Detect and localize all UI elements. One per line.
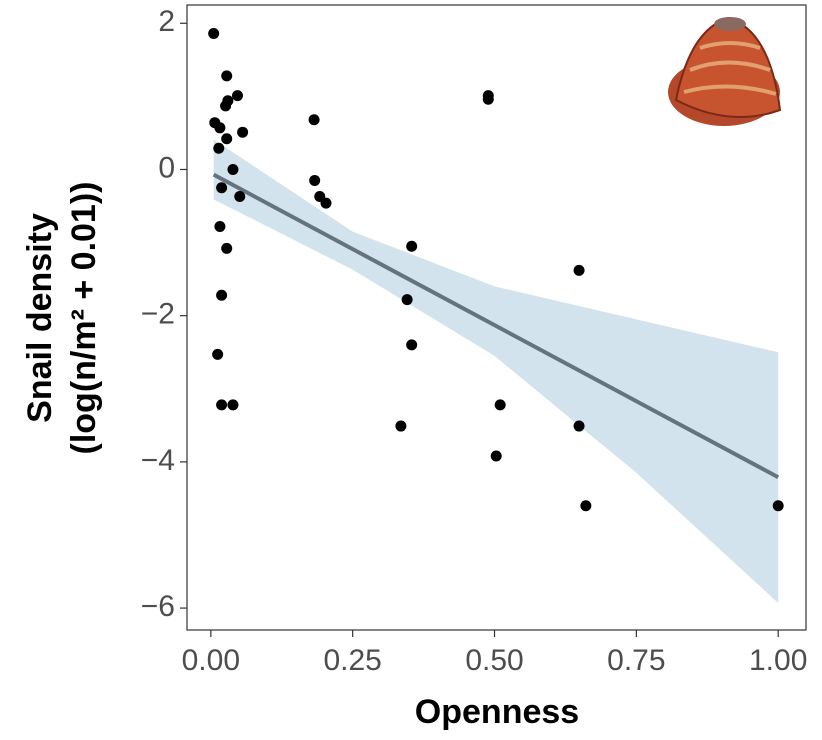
point — [395, 420, 407, 432]
confidence-band — [213, 139, 779, 603]
point — [580, 500, 592, 512]
point — [221, 70, 233, 82]
point — [231, 90, 243, 102]
snail-photo — [668, 16, 782, 126]
point — [214, 220, 226, 232]
point — [494, 399, 506, 411]
point — [772, 500, 784, 512]
point — [213, 142, 225, 154]
point — [482, 93, 494, 105]
point — [490, 450, 502, 462]
x-tick-label: 0.75 — [607, 644, 665, 677]
point — [406, 339, 418, 351]
point — [221, 242, 233, 254]
point — [216, 399, 228, 411]
point — [216, 289, 228, 301]
point — [320, 197, 332, 209]
y-tick-label: −6 — [141, 590, 175, 623]
point — [227, 399, 239, 411]
x-tick-label: 0.00 — [182, 644, 240, 677]
point — [216, 182, 228, 194]
y-tick-label: −4 — [141, 444, 175, 477]
point — [214, 122, 226, 134]
x-tick-label: 0.50 — [465, 644, 523, 677]
y-tick-label: 2 — [158, 5, 175, 38]
point — [208, 28, 220, 40]
point — [308, 114, 320, 126]
point — [573, 264, 585, 276]
y-tick-label: 0 — [158, 151, 175, 184]
point — [573, 420, 585, 432]
point — [406, 240, 418, 252]
x-tick-label: 1.00 — [749, 644, 807, 677]
y-axis-title: (log(n/m² + 0.01)) — [65, 182, 103, 455]
point — [212, 348, 224, 360]
point — [234, 191, 246, 203]
point — [309, 174, 321, 186]
point — [222, 95, 234, 107]
fit-line — [212, 172, 780, 479]
y-tick-label: −2 — [141, 298, 175, 331]
point — [221, 133, 233, 145]
point — [237, 126, 249, 138]
x-axis-title: Openness — [415, 693, 579, 731]
x-tick-label: 0.25 — [323, 644, 381, 677]
panel-border — [186, 4, 807, 631]
point — [227, 163, 239, 175]
point — [401, 294, 413, 306]
y-axis-title: Snail density — [21, 213, 59, 423]
